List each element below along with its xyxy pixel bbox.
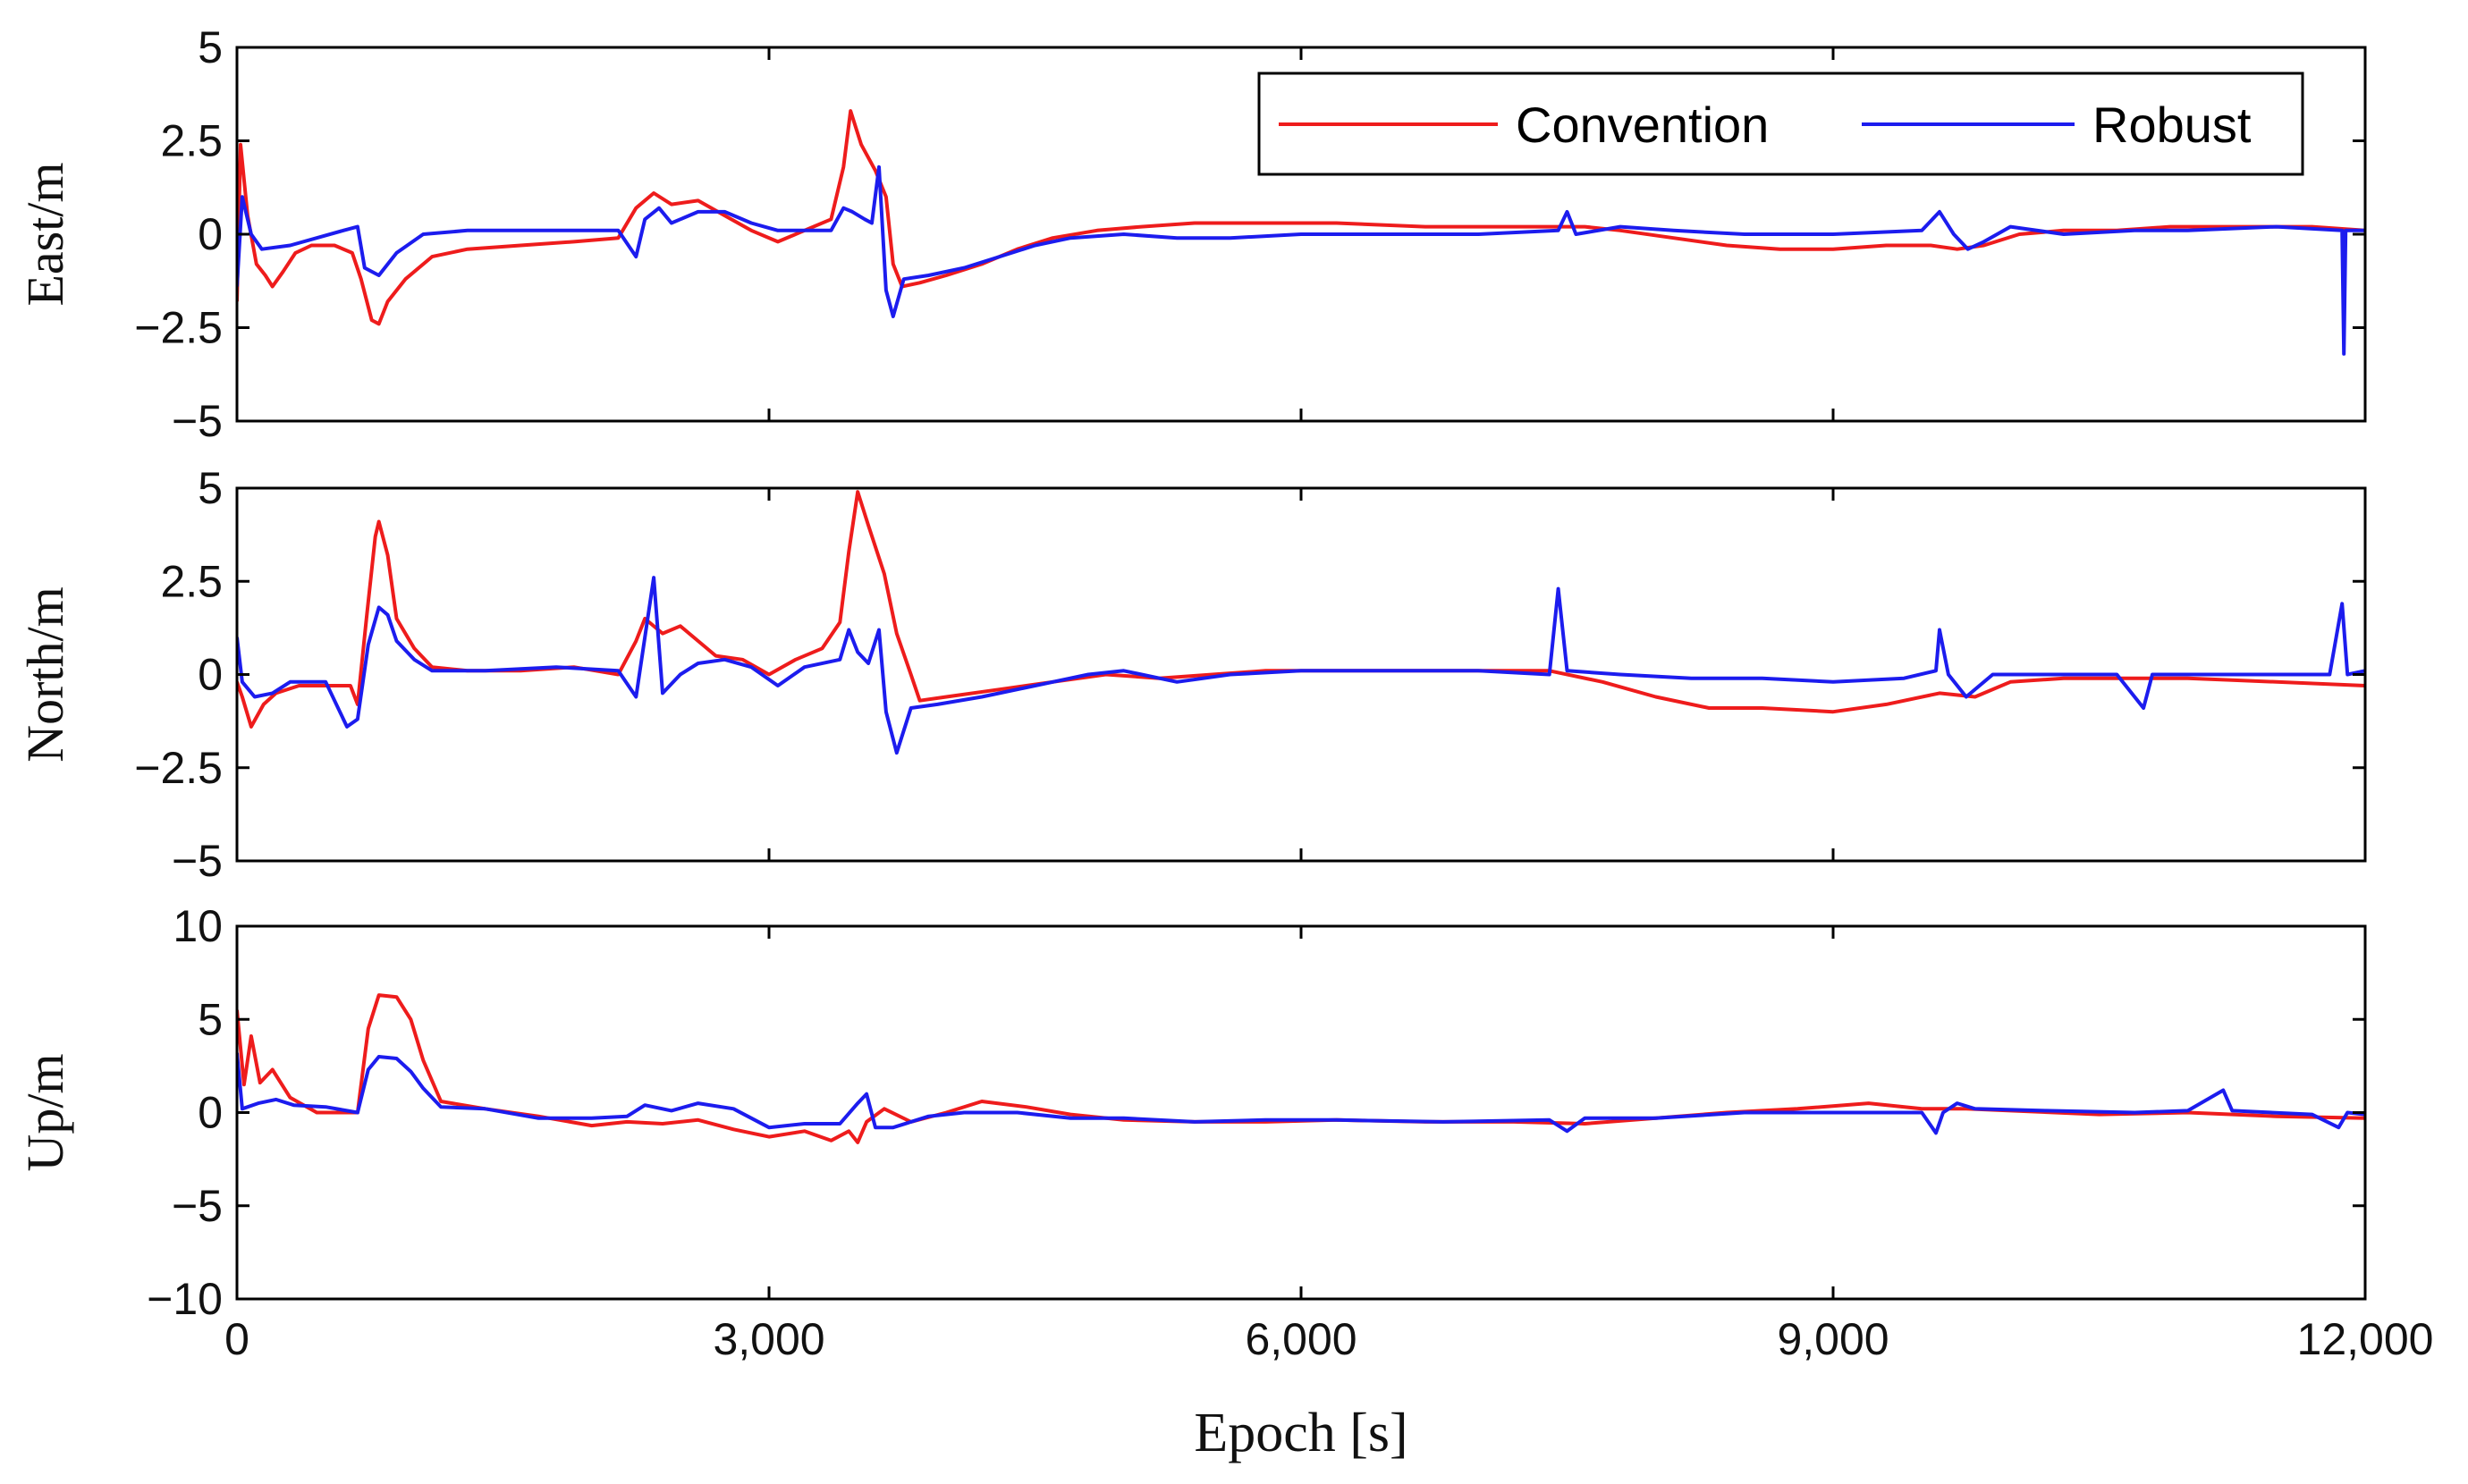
y-tick-label: −5 xyxy=(172,1181,223,1231)
y-axis-label: East/m xyxy=(16,162,74,306)
x-tick-label: 6,000 xyxy=(1245,1314,1357,1364)
legend-label-convention: Convention xyxy=(1516,97,1769,153)
series-line-robust xyxy=(237,1052,2365,1135)
series-line-robust xyxy=(237,576,2365,755)
y-tick-label: −10 xyxy=(147,1274,223,1324)
y-tick-label: 2.5 xyxy=(160,556,223,606)
legend: Convention Robust xyxy=(1257,72,2304,176)
panel-east: 5 2.5 0 −2.5 −5 East/m xyxy=(16,22,2367,446)
series-group xyxy=(237,109,2365,356)
x-tick-label: 3,000 xyxy=(713,1314,824,1364)
y-tick-label: −2.5 xyxy=(134,743,223,793)
x-tick-label: 9,000 xyxy=(1777,1314,1889,1364)
series-group xyxy=(237,490,2365,755)
y-axis-label: North/m xyxy=(16,586,74,763)
y-tick-label: 0 xyxy=(198,209,223,259)
panel-north: 5 2.5 0 −2.5 −5 North/m xyxy=(16,463,2367,886)
y-tick-label: −5 xyxy=(172,396,223,446)
series-line-robust xyxy=(237,164,2365,356)
y-tick-label: 0 xyxy=(198,1088,223,1138)
x-tick-label: 12,000 xyxy=(2297,1314,2434,1364)
y-tick-label: 5 xyxy=(198,994,223,1044)
y-tick-label: 10 xyxy=(173,901,223,951)
series-line-convention xyxy=(237,109,2365,326)
x-tick-label: 0 xyxy=(224,1314,249,1364)
y-tick-label: 0 xyxy=(198,650,223,700)
y-tick-label: 2.5 xyxy=(160,116,223,166)
series-group xyxy=(237,993,2365,1144)
y-tick-label: 5 xyxy=(198,22,223,72)
series-line-convention xyxy=(237,993,2365,1144)
series-line-convention xyxy=(237,490,2365,729)
panel-up: 10 5 0 −5 −10 Up/m 0 3,000 6,000 9,000 12,000 xyxy=(16,901,2433,1364)
legend-label-robust: Robust xyxy=(2092,97,2252,153)
y-axis-label: Up/m xyxy=(16,1053,74,1171)
y-tick-label: 5 xyxy=(198,463,223,513)
x-axis-label: Epoch [s] xyxy=(1194,1403,1407,1463)
y-tick-label: −5 xyxy=(172,836,223,886)
y-tick-label: −2.5 xyxy=(134,303,223,353)
